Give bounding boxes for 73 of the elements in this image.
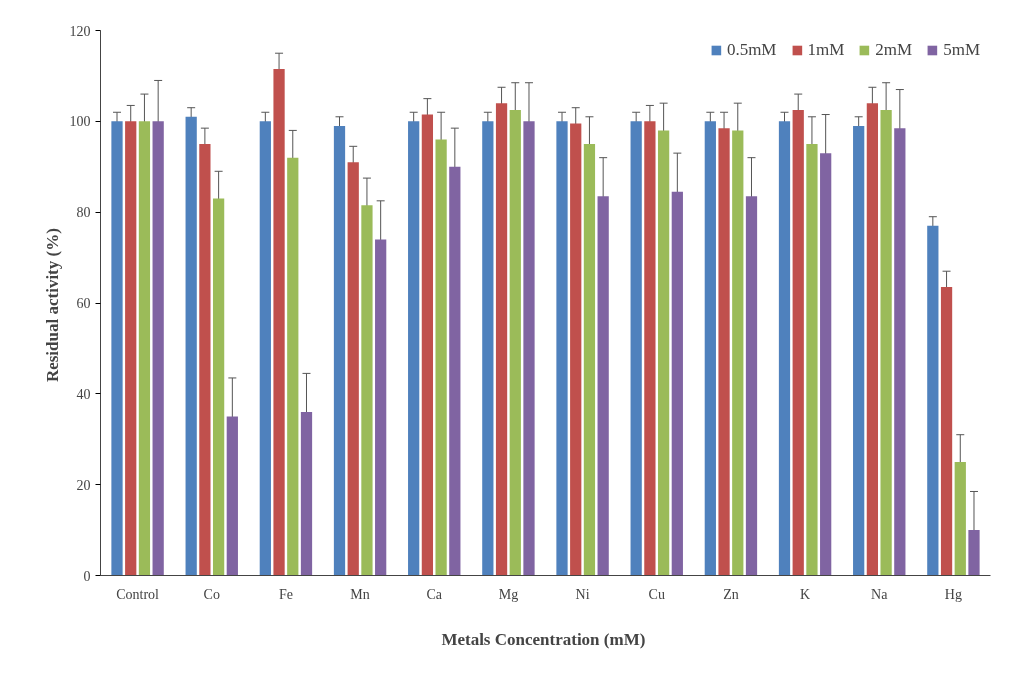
bar <box>556 121 568 576</box>
bar <box>732 130 744 576</box>
x-tick-label: Mg <box>498 586 519 602</box>
bar <box>704 121 716 576</box>
bar <box>125 121 137 576</box>
legend-label: 1mM <box>807 40 845 60</box>
x-tick-label: Co <box>203 586 220 602</box>
bar <box>718 128 730 576</box>
bar <box>820 153 832 576</box>
bar <box>435 139 447 576</box>
x-tick-label: Ni <box>575 586 590 602</box>
bar <box>482 121 494 576</box>
bar <box>968 530 980 576</box>
bar <box>361 205 373 576</box>
bar <box>644 121 656 576</box>
bar <box>806 144 818 576</box>
bar <box>523 121 535 576</box>
y-axis-title: Residual activity (%) <box>42 228 62 383</box>
x-tick-label: Mn <box>350 586 370 602</box>
y-tick-label: 0 <box>83 568 91 584</box>
bar <box>226 416 238 576</box>
bar <box>152 121 164 576</box>
x-tick-label: Zn <box>723 586 739 602</box>
bar <box>273 69 285 576</box>
y-tick-label: 20 <box>76 477 91 493</box>
y-tick-label: 40 <box>76 386 91 402</box>
bar <box>940 287 953 576</box>
x-tick-label: Ca <box>426 586 443 602</box>
bar <box>347 162 359 576</box>
bar <box>375 239 387 576</box>
bar <box>866 103 879 576</box>
x-tick-label: Cu <box>648 586 665 602</box>
bar <box>853 125 865 576</box>
y-tick-label: 80 <box>76 205 91 221</box>
bar <box>630 121 642 576</box>
bar <box>421 114 434 576</box>
bar <box>333 125 346 576</box>
bar <box>259 121 271 576</box>
bar <box>778 121 791 576</box>
bar <box>954 461 966 576</box>
bar <box>880 109 892 576</box>
bar <box>583 144 596 576</box>
bar <box>111 121 123 576</box>
legend-label: 0.5mM <box>726 40 777 60</box>
bar <box>570 123 582 576</box>
bar <box>138 121 151 576</box>
bar <box>657 130 670 576</box>
x-tick-label: Na <box>871 586 889 602</box>
bar <box>212 198 225 576</box>
bar <box>745 196 758 576</box>
bar <box>185 116 197 576</box>
y-tick-label: 120 <box>69 23 91 39</box>
x-axis-title: Metals Concentration (mM) <box>441 629 646 649</box>
bar <box>509 109 521 576</box>
bar <box>199 144 211 576</box>
bar <box>449 166 461 576</box>
bar <box>287 157 299 576</box>
x-tick-label: Hg <box>944 586 962 602</box>
bar <box>300 412 313 576</box>
bar <box>792 109 804 576</box>
bar <box>894 128 906 576</box>
bar <box>408 121 420 576</box>
y-tick-label: 60 <box>76 296 91 311</box>
legend-label: 2mM <box>875 40 913 60</box>
x-tick-label: Fe <box>278 586 293 602</box>
bar <box>597 196 609 576</box>
bar <box>671 191 683 576</box>
y-tick-label: 100 <box>69 114 91 130</box>
x-tick-label: Control <box>116 586 160 602</box>
bar <box>495 103 508 576</box>
x-tick-label: K <box>800 586 811 602</box>
legend-label: 5mM <box>943 40 980 60</box>
bar <box>927 225 939 576</box>
